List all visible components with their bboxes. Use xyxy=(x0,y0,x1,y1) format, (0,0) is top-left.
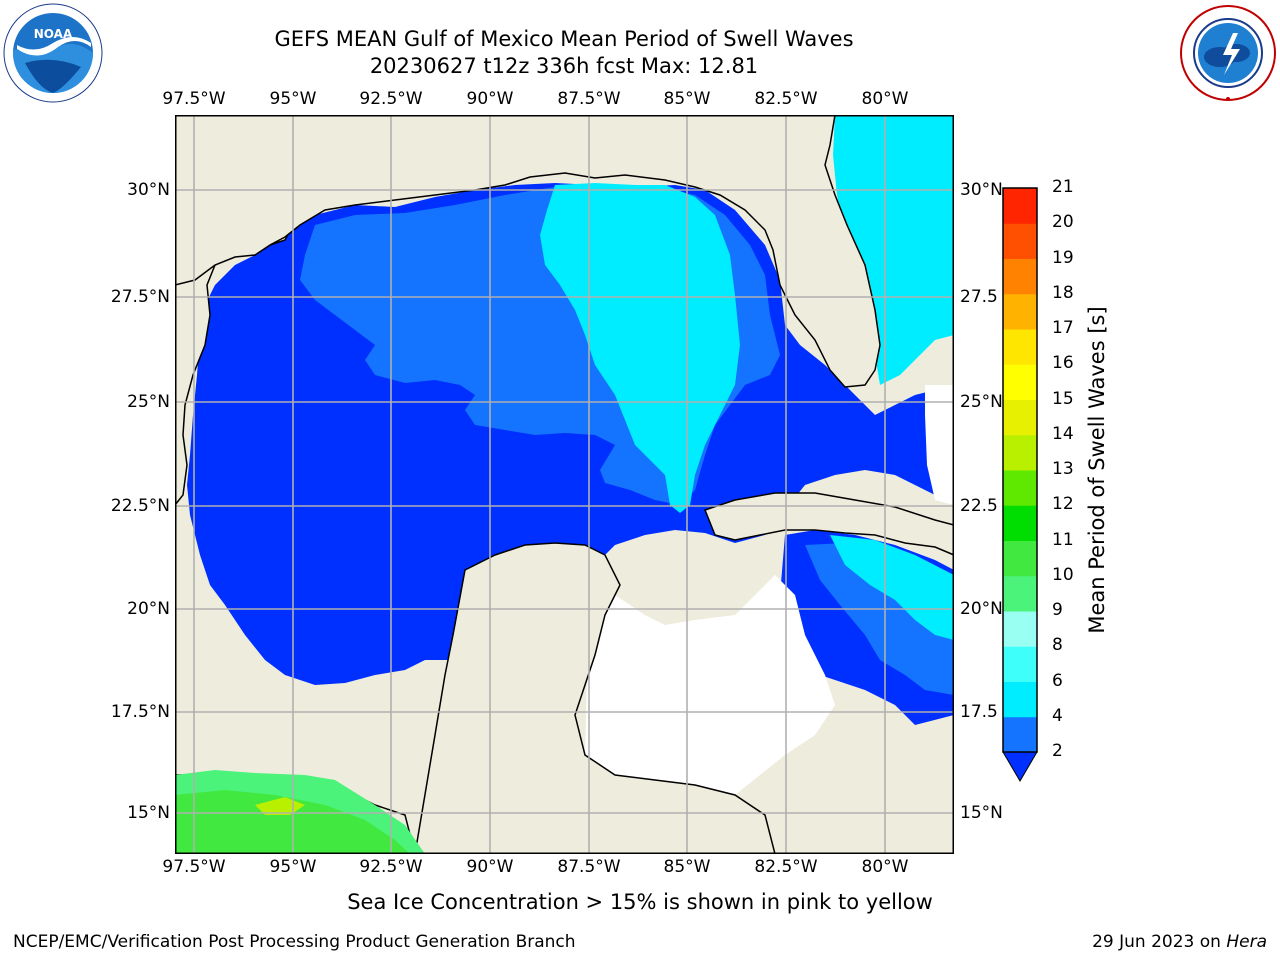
lat-label-left: 22.5°N xyxy=(110,496,170,516)
colorbar-tick-label: 13 xyxy=(1052,459,1074,479)
colorbar-tick-label: 11 xyxy=(1052,529,1074,550)
lon-label-bottom: 92.5°W xyxy=(359,857,423,877)
colorbar-band xyxy=(1003,399,1037,436)
colorbar-tick-label: 4 xyxy=(1052,705,1063,726)
cuba-land xyxy=(704,492,954,556)
colorbar-extend-arrow xyxy=(1002,751,1038,782)
lon-label-top: 92.5°W xyxy=(359,89,423,109)
colorbar-tick-label: 2 xyxy=(1052,741,1063,761)
colorbar-band xyxy=(1003,681,1037,718)
colorbar-tick-label: 20 xyxy=(1052,212,1074,233)
lon-label-bottom: 97.5°W xyxy=(162,857,226,877)
lon-label-top: 82.5°W xyxy=(754,89,818,109)
lat-label-right: 20°N xyxy=(960,599,1003,619)
colorbar-tick-label: 8 xyxy=(1052,635,1063,656)
colorbar-tick-label: 18 xyxy=(1052,282,1074,303)
lat-label-left: 27.5°N xyxy=(110,287,170,307)
lon-label-bottom: 95°W xyxy=(269,857,317,877)
colorbar-frame xyxy=(1002,187,1038,753)
map-subtitle: 20230627 t12z 336h fcst Max: 12.81 xyxy=(369,54,759,78)
lon-label-top: 95°W xyxy=(269,89,317,109)
colorbar-tick-label: 10 xyxy=(1052,564,1074,585)
colorbar-band xyxy=(1003,258,1037,295)
colorbar-band xyxy=(1003,716,1037,753)
colorbar-band xyxy=(1003,505,1037,541)
colorbar-band xyxy=(1003,470,1037,506)
yucatan-central-america-land xyxy=(175,542,776,854)
colorbar-tick-label: 21 xyxy=(1052,177,1074,197)
gulf-of-mexico-map xyxy=(175,115,954,854)
lon-label-bottom: 85°W xyxy=(663,857,711,877)
colorbar-band xyxy=(1003,329,1037,365)
map-title: GEFS MEAN Gulf of Mexico Mean Period of … xyxy=(274,27,854,51)
lon-label-bottom: 87.5°W xyxy=(557,857,621,877)
colorbar-tick-label: 14 xyxy=(1052,423,1074,444)
lat-label-right: 15°N xyxy=(960,803,1003,823)
graticule xyxy=(175,115,954,854)
colorbar-band xyxy=(1003,434,1037,471)
lat-label-right: 30°N xyxy=(960,180,1003,200)
colorbar-band xyxy=(1003,364,1037,400)
colorbar-tick-label: 15 xyxy=(1052,388,1074,409)
colorbar-tick-label: 6 xyxy=(1052,670,1063,691)
colorbar-tick-label: 9 xyxy=(1052,600,1063,620)
caribbean-swell-cyan xyxy=(830,535,954,640)
footer-credit: NCEP/EMC/Verification Post Processing Pr… xyxy=(13,932,576,952)
lon-label-bottom: 80°W xyxy=(861,857,909,877)
footer-date-text: 29 Jun 2023 on xyxy=(1092,932,1227,952)
lat-label-right: 22.5 xyxy=(960,496,998,516)
lon-label-top: 85°W xyxy=(663,89,711,109)
colorbar-band xyxy=(1003,575,1037,612)
lon-label-top: 97.5°W xyxy=(162,89,226,109)
us-gulf-coast-land xyxy=(175,115,881,388)
lat-label-right: 27.5 xyxy=(960,287,998,307)
lon-label-top: 90°W xyxy=(466,89,514,109)
lat-label-right: 17.5 xyxy=(960,702,998,722)
atlantic-swell-cyan xyxy=(833,115,954,385)
svg-text:NOAA: NOAA xyxy=(34,27,73,41)
nws-logo xyxy=(1180,5,1276,101)
lat-label-left: 30°N xyxy=(127,180,170,200)
colorbar-band xyxy=(1003,188,1037,224)
lon-label-top: 80°W xyxy=(861,89,909,109)
noaa-logo: NOAA xyxy=(3,3,103,103)
east-missing-data xyxy=(925,385,954,505)
lat-label-left: 25°N xyxy=(127,392,170,412)
sea-ice-note: Sea Ice Concentration > 15% is shown in … xyxy=(347,890,933,914)
lat-label-right: 25°N xyxy=(960,392,1003,412)
colorbar-band xyxy=(1003,646,1037,682)
colorbar-band xyxy=(1003,223,1037,259)
lon-label-bottom: 90°W xyxy=(466,857,514,877)
colorbar-band xyxy=(1003,293,1037,330)
lat-label-left: 20°N xyxy=(127,599,170,619)
colorbar-tick-label: 17 xyxy=(1052,318,1074,338)
footer-date: 29 Jun 2023 on Hera xyxy=(1092,932,1267,952)
colorbar-tick-label: 19 xyxy=(1052,247,1074,268)
lat-label-left: 17.5°N xyxy=(110,702,170,722)
lon-label-top: 87.5°W xyxy=(557,89,621,109)
colorbar-title: Mean Period of Swell Waves [s] xyxy=(1085,306,1109,634)
colorbar-tick-label: 12 xyxy=(1052,494,1074,515)
lon-label-bottom: 82.5°W xyxy=(754,857,818,877)
map-frame xyxy=(175,115,954,854)
colorbar-band xyxy=(1003,611,1037,647)
footer-host: Hera xyxy=(1226,932,1267,952)
colorbar-band xyxy=(1003,540,1037,577)
colorbar-tick-label: 16 xyxy=(1052,353,1074,374)
gulf-swell-cyan xyxy=(540,183,740,513)
colorbar xyxy=(1002,187,1038,782)
lat-label-left: 15°N xyxy=(127,803,170,823)
